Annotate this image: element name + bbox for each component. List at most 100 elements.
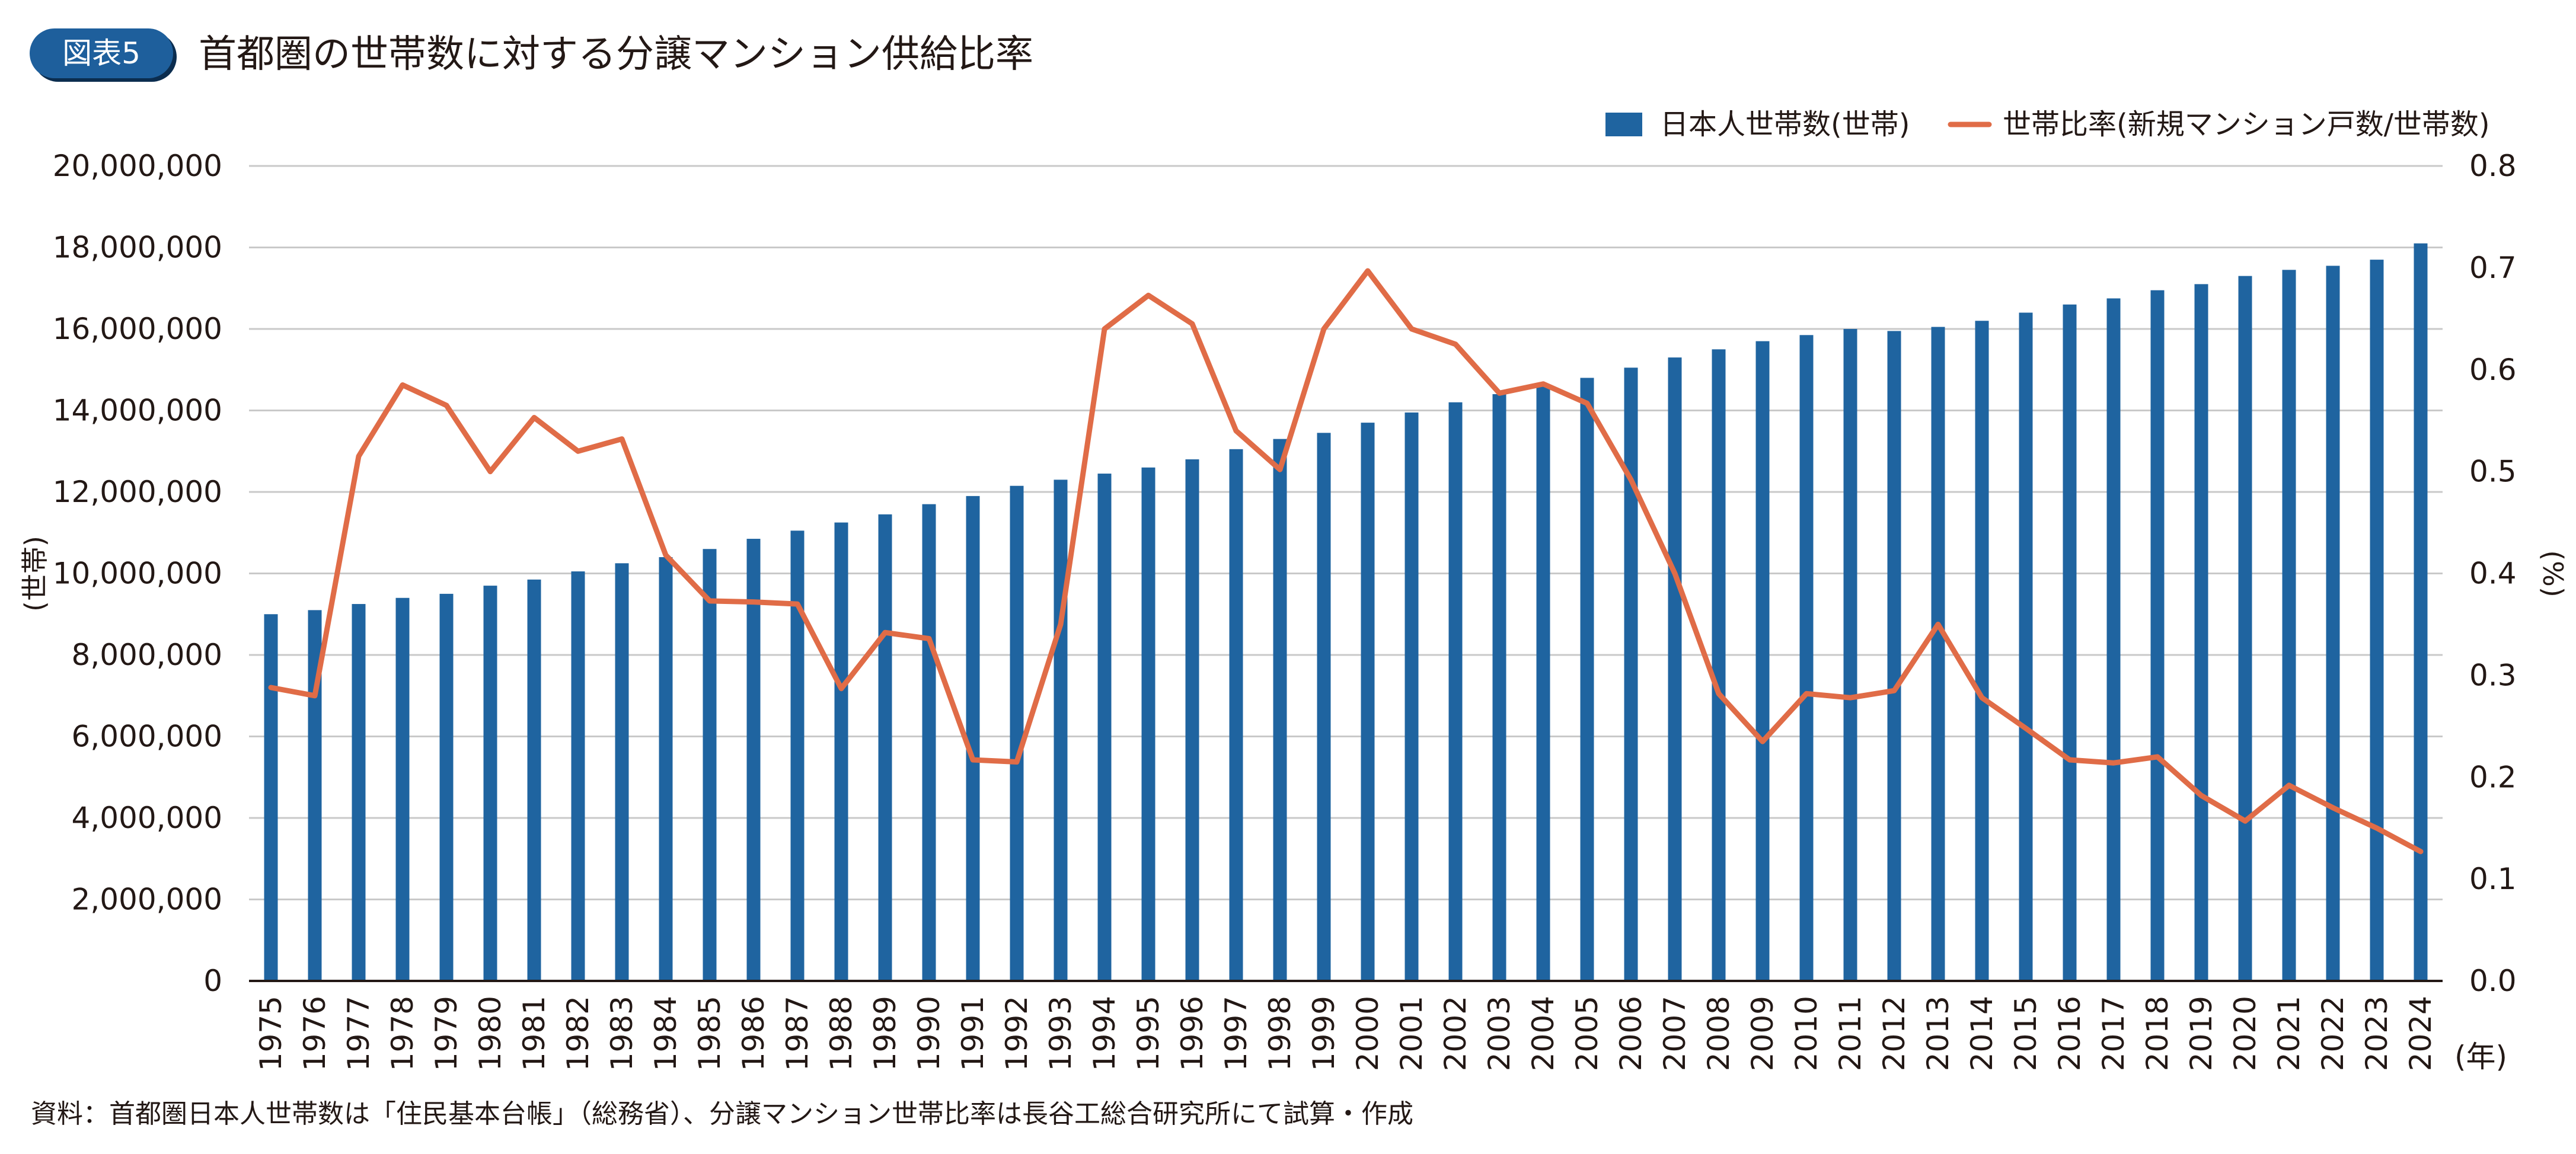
x-tick-label: 2009 bbox=[1745, 996, 1780, 1071]
bar-2021 bbox=[2282, 270, 2296, 981]
bar-1998 bbox=[1273, 439, 1287, 981]
bar-2022 bbox=[2326, 266, 2340, 981]
bar-2010 bbox=[1799, 335, 1814, 981]
bar-1981 bbox=[527, 579, 541, 981]
x-tick-label: 2007 bbox=[1658, 996, 1692, 1071]
x-tick-label: 2024 bbox=[2403, 996, 2438, 1071]
bar-1991 bbox=[966, 496, 980, 981]
bar-1987 bbox=[790, 530, 805, 981]
x-tick-label: 1978 bbox=[385, 996, 420, 1071]
source-note: 資料：首都圏日本人世帯数は「住民基本台帳」（総務省）、分譲マンション世帯比率は長… bbox=[31, 1099, 1413, 1129]
bar-2009 bbox=[1755, 341, 1770, 981]
x-tick-label: 2010 bbox=[1789, 996, 1824, 1071]
bar-1983 bbox=[615, 563, 629, 981]
bar-2016 bbox=[2063, 304, 2077, 981]
x-tick-label: 2003 bbox=[1482, 996, 1517, 1071]
bar-2014 bbox=[1975, 321, 1989, 981]
bar-2011 bbox=[1843, 329, 1857, 981]
x-tick-label: 2011 bbox=[1833, 996, 1868, 1071]
bar-1990 bbox=[922, 504, 936, 981]
y-left-tick-label: 10,000,000 bbox=[53, 557, 222, 591]
legend-bar-label: 日本人世帯数(世帯) bbox=[1660, 108, 1910, 141]
bar-2005 bbox=[1580, 378, 1594, 981]
x-tick-label: 1980 bbox=[473, 996, 507, 1071]
bar-2006 bbox=[1624, 367, 1638, 981]
y-right-tick-label: 0.8 bbox=[2469, 149, 2517, 183]
x-tick-label: 1996 bbox=[1175, 996, 1209, 1071]
bar-2015 bbox=[2019, 312, 2033, 981]
y-right-axis-label: (%) bbox=[2537, 550, 2569, 597]
x-tick-label: 2002 bbox=[1438, 996, 1473, 1071]
bar-2001 bbox=[1404, 412, 1419, 981]
x-tick-label: 1997 bbox=[1219, 996, 1253, 1071]
bar-1997 bbox=[1229, 449, 1243, 981]
bar-2012 bbox=[1887, 331, 1901, 981]
y-left-tick-label: 16,000,000 bbox=[53, 312, 222, 346]
bar-2019 bbox=[2194, 284, 2208, 981]
bar-1982 bbox=[571, 571, 585, 981]
x-tick-label: 1986 bbox=[736, 996, 771, 1071]
y-right-tick-label: 0.2 bbox=[2469, 760, 2517, 794]
bar-1985 bbox=[703, 549, 717, 981]
x-tick-label: 2004 bbox=[1526, 996, 1560, 1071]
x-tick-label: 2019 bbox=[2184, 996, 2219, 1071]
bar-2000 bbox=[1361, 423, 1375, 981]
bar-1979 bbox=[439, 593, 454, 981]
x-tick-label: 1994 bbox=[1087, 996, 1122, 1071]
x-tick-label: 1989 bbox=[868, 996, 902, 1071]
y-right-tick-label: 0.4 bbox=[2469, 557, 2517, 591]
x-tick-label: 2015 bbox=[2009, 996, 2043, 1071]
x-tick-label: 2020 bbox=[2228, 996, 2262, 1071]
bar-1992 bbox=[1010, 485, 1024, 981]
x-tick-label: 2018 bbox=[2140, 996, 2175, 1071]
x-tick-label: 2021 bbox=[2272, 996, 2306, 1071]
x-tick-label: 2014 bbox=[1965, 996, 1999, 1071]
bar-1976 bbox=[308, 610, 322, 981]
bar-2020 bbox=[2238, 276, 2252, 981]
x-tick-label: 1995 bbox=[1131, 996, 1166, 1071]
y-left-tick-label: 4,000,000 bbox=[72, 801, 222, 835]
x-tick-label: 1979 bbox=[429, 996, 464, 1071]
x-tick-label: 2012 bbox=[1877, 996, 1911, 1071]
bar-1975 bbox=[264, 614, 278, 981]
x-tick-label: 2016 bbox=[2052, 996, 2087, 1071]
bar-1996 bbox=[1185, 459, 1199, 981]
x-tick-label: 1998 bbox=[1263, 996, 1297, 1071]
chart-title: 首都圏の世帯数に対する分譲マンション供給比率 bbox=[199, 33, 1033, 76]
y-left-axis-label: (世帯) bbox=[19, 536, 51, 612]
bar-1995 bbox=[1141, 467, 1155, 981]
figure-badge-label: 図表5 bbox=[62, 36, 141, 71]
x-tick-label: 1981 bbox=[517, 996, 551, 1071]
x-tick-label: 1988 bbox=[824, 996, 858, 1071]
x-tick-label: 1985 bbox=[692, 996, 727, 1071]
legend-bar-swatch bbox=[1605, 113, 1642, 136]
y-right-tick-label: 0.6 bbox=[2469, 353, 2517, 387]
y-left-tick-label: 14,000,000 bbox=[53, 394, 222, 428]
y-left-tick-label: 20,000,000 bbox=[53, 149, 222, 183]
legend-line-label: 世帯比率(新規マンション戸数/世帯数) bbox=[2003, 108, 2490, 141]
bar-1977 bbox=[352, 604, 366, 981]
bar-2003 bbox=[1492, 394, 1506, 981]
y-left-tick-label: 2,000,000 bbox=[72, 883, 222, 917]
x-tick-label: 2022 bbox=[2316, 996, 2350, 1071]
x-tick-label: 2005 bbox=[1570, 996, 1604, 1071]
bar-1989 bbox=[878, 514, 892, 981]
x-tick-label: 1984 bbox=[649, 996, 683, 1071]
bar-1980 bbox=[483, 586, 497, 981]
y-right-tick-label: 0.1 bbox=[2469, 862, 2517, 896]
figure-badge: 図表5 bbox=[30, 28, 173, 78]
x-tick-label: 1977 bbox=[341, 996, 376, 1071]
legend: 日本人世帯数(世帯) 世帯比率(新規マンション戸数/世帯数) bbox=[1605, 108, 2490, 141]
x-tick-label: 2013 bbox=[1921, 996, 1955, 1071]
x-tick-label: 2008 bbox=[1702, 996, 1736, 1071]
x-tick-label: 2023 bbox=[2360, 996, 2394, 1071]
x-tick-label: 1999 bbox=[1307, 996, 1341, 1071]
y-left-tick-label: 8,000,000 bbox=[72, 638, 222, 672]
bar-1978 bbox=[395, 597, 410, 981]
ratio-line bbox=[268, 268, 2424, 855]
x-tick-label: 2000 bbox=[1351, 996, 1385, 1071]
x-tick-label: 1975 bbox=[254, 996, 288, 1071]
bar-1994 bbox=[1097, 474, 1112, 981]
x-tick-label: 1987 bbox=[780, 996, 815, 1071]
